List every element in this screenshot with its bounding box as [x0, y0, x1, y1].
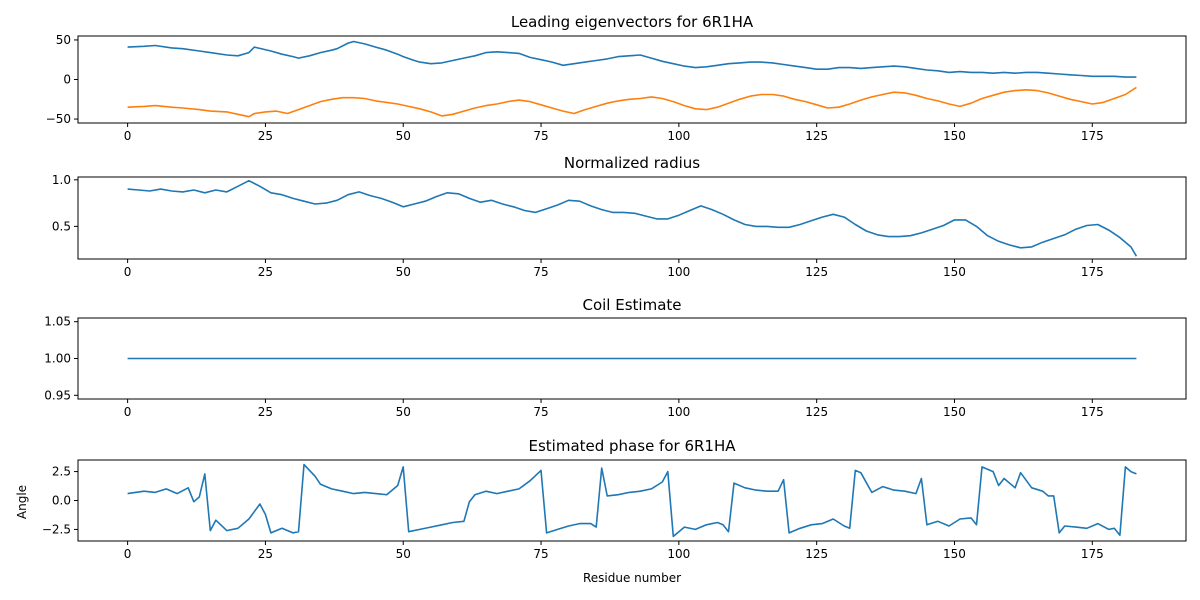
y-tick-label: 1.00: [44, 352, 71, 366]
axes-area: 0 25 50 75 100 125 150 175 0.5 1.0: [52, 173, 1187, 279]
x-tick-label: 175: [1081, 129, 1104, 143]
y-tick-label: 2.5: [52, 465, 71, 479]
x-tick-label: 25: [258, 129, 273, 143]
y-tick-label: 0.5: [52, 219, 71, 233]
x-tick-label: 125: [805, 547, 828, 561]
x-tick-label: 50: [396, 405, 411, 419]
axes-area: 0 25 50 75 100 125 150 175 −2.5 0.0 2.5: [42, 459, 1187, 561]
x-tick-label: 150: [943, 547, 966, 561]
x-axis-label: Residue number: [583, 571, 681, 585]
y-tick-label: 0: [63, 73, 71, 87]
y-axis-label: Angle: [15, 485, 29, 519]
x-tick-label: 100: [667, 265, 690, 279]
x-tick-label: 25: [258, 547, 273, 561]
y-tick-label: −50: [46, 112, 71, 126]
x-tick-label: 0: [124, 129, 132, 143]
x-tick-label: 175: [1081, 265, 1104, 279]
x-tick-label: 100: [667, 129, 690, 143]
x-tick-label: 25: [258, 405, 273, 419]
x-tick-label: 150: [943, 405, 966, 419]
x-tick-label: 125: [805, 129, 828, 143]
subplot-title: Leading eigenvectors for 6R1HA: [511, 13, 754, 31]
y-tick-label: 50: [56, 33, 71, 47]
y-tick-label: 0.0: [52, 494, 71, 508]
y-tick-label: −2.5: [42, 522, 71, 536]
y-tick-label: 0.95: [44, 388, 71, 402]
x-tick-label: 150: [943, 129, 966, 143]
subplot-normalized-radius: Normalized radius 0 25 50 75 100 125 150 175 0.5…: [52, 154, 1187, 279]
x-tick-label: 25: [258, 265, 273, 279]
x-tick-label: 150: [943, 265, 966, 279]
series-line-1: [127, 40, 1137, 78]
plot-frame: [77, 176, 1187, 260]
x-tick-label: 100: [667, 405, 690, 419]
x-tick-label: 0: [124, 405, 132, 419]
subplot-coil-estimate: Coil Estimate 0 25 50 75 100 125 150 175 0.95 1.0…: [44, 296, 1187, 419]
x-tick-label: 50: [396, 547, 411, 561]
x-tick-label: 0: [124, 265, 132, 279]
y-tick-label: 1.0: [52, 173, 71, 187]
x-tick-label: 125: [805, 405, 828, 419]
series-line-1: [127, 179, 1138, 257]
x-tick-label: 175: [1081, 547, 1104, 561]
x-tick-label: 75: [533, 547, 548, 561]
x-tick-label: 50: [396, 129, 411, 143]
x-tick-label: 75: [533, 405, 548, 419]
x-tick-label: 50: [396, 265, 411, 279]
axes-area: 0 25 50 75 100 125 150 175 −50 0 50: [46, 33, 1187, 143]
x-tick-label: 75: [533, 265, 548, 279]
x-tick-label: 175: [1081, 405, 1104, 419]
x-tick-label: 100: [667, 547, 690, 561]
y-tick-label: 1.05: [44, 315, 71, 329]
subplot-title: Estimated phase for 6R1HA: [528, 437, 736, 455]
series-line-1: [127, 463, 1137, 538]
axes-area: 0 25 50 75 100 125 150 175 0.95 1.00 1.05: [44, 315, 1187, 419]
x-tick-label: 0: [124, 547, 132, 561]
x-tick-label: 125: [805, 265, 828, 279]
series-line-2: [127, 86, 1137, 118]
subplot-title: Normalized radius: [564, 154, 700, 172]
x-tick-label: 75: [533, 129, 548, 143]
subplot-eigenvectors: Leading eigenvectors for 6R1HA 0 25 50 75 10…: [46, 13, 1187, 143]
subplot-title: Coil Estimate: [582, 296, 681, 314]
subplot-estimated-phase: Estimated phase for 6R1HA 0 25 50 75 100 125 1…: [15, 437, 1187, 585]
